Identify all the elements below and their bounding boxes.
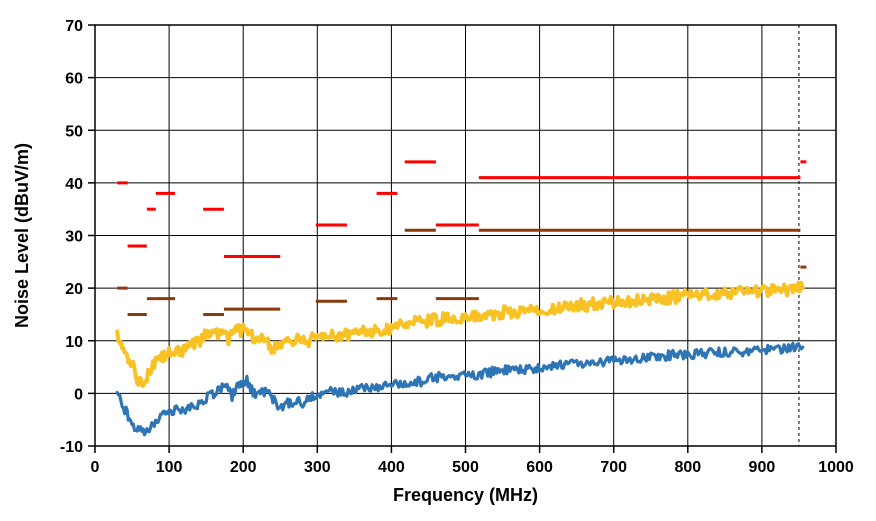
y-tick-label: 0 xyxy=(74,386,83,403)
x-tick-label: 500 xyxy=(452,459,479,476)
x-tick-label: 200 xyxy=(230,459,257,476)
x-tick-label: 700 xyxy=(600,459,627,476)
x-axis-title: Frequency (MHz) xyxy=(393,485,538,505)
y-tick-label: 30 xyxy=(65,229,83,246)
x-tick-label: 800 xyxy=(674,459,701,476)
x-tick-label: 100 xyxy=(156,459,183,476)
x-tick-label: 1000 xyxy=(818,459,854,476)
x-tick-label: 900 xyxy=(749,459,776,476)
x-tick-label: 400 xyxy=(378,459,405,476)
x-tick-label: 0 xyxy=(91,459,100,476)
noise-level-chart: 0 100 200 300 400 500 600 700 800 900 1000 -10 0 10 20… xyxy=(0,0,876,521)
y-tick-label: 40 xyxy=(65,176,83,193)
y-axis-title: Noise Level (dBuV/m) xyxy=(12,143,32,328)
y-tick-label: 50 xyxy=(65,123,83,140)
x-tick-label: 600 xyxy=(526,459,553,476)
y-tick-label: 70 xyxy=(65,18,83,35)
y-tick-label: 10 xyxy=(65,334,83,351)
y-tick-label: 20 xyxy=(65,281,83,298)
y-tick-label: -10 xyxy=(60,439,83,456)
x-tick-label: 300 xyxy=(304,459,331,476)
chart-svg: 0 100 200 300 400 500 600 700 800 900 1000 -10 0 10 20… xyxy=(0,0,876,521)
y-tick-label: 60 xyxy=(65,71,83,88)
